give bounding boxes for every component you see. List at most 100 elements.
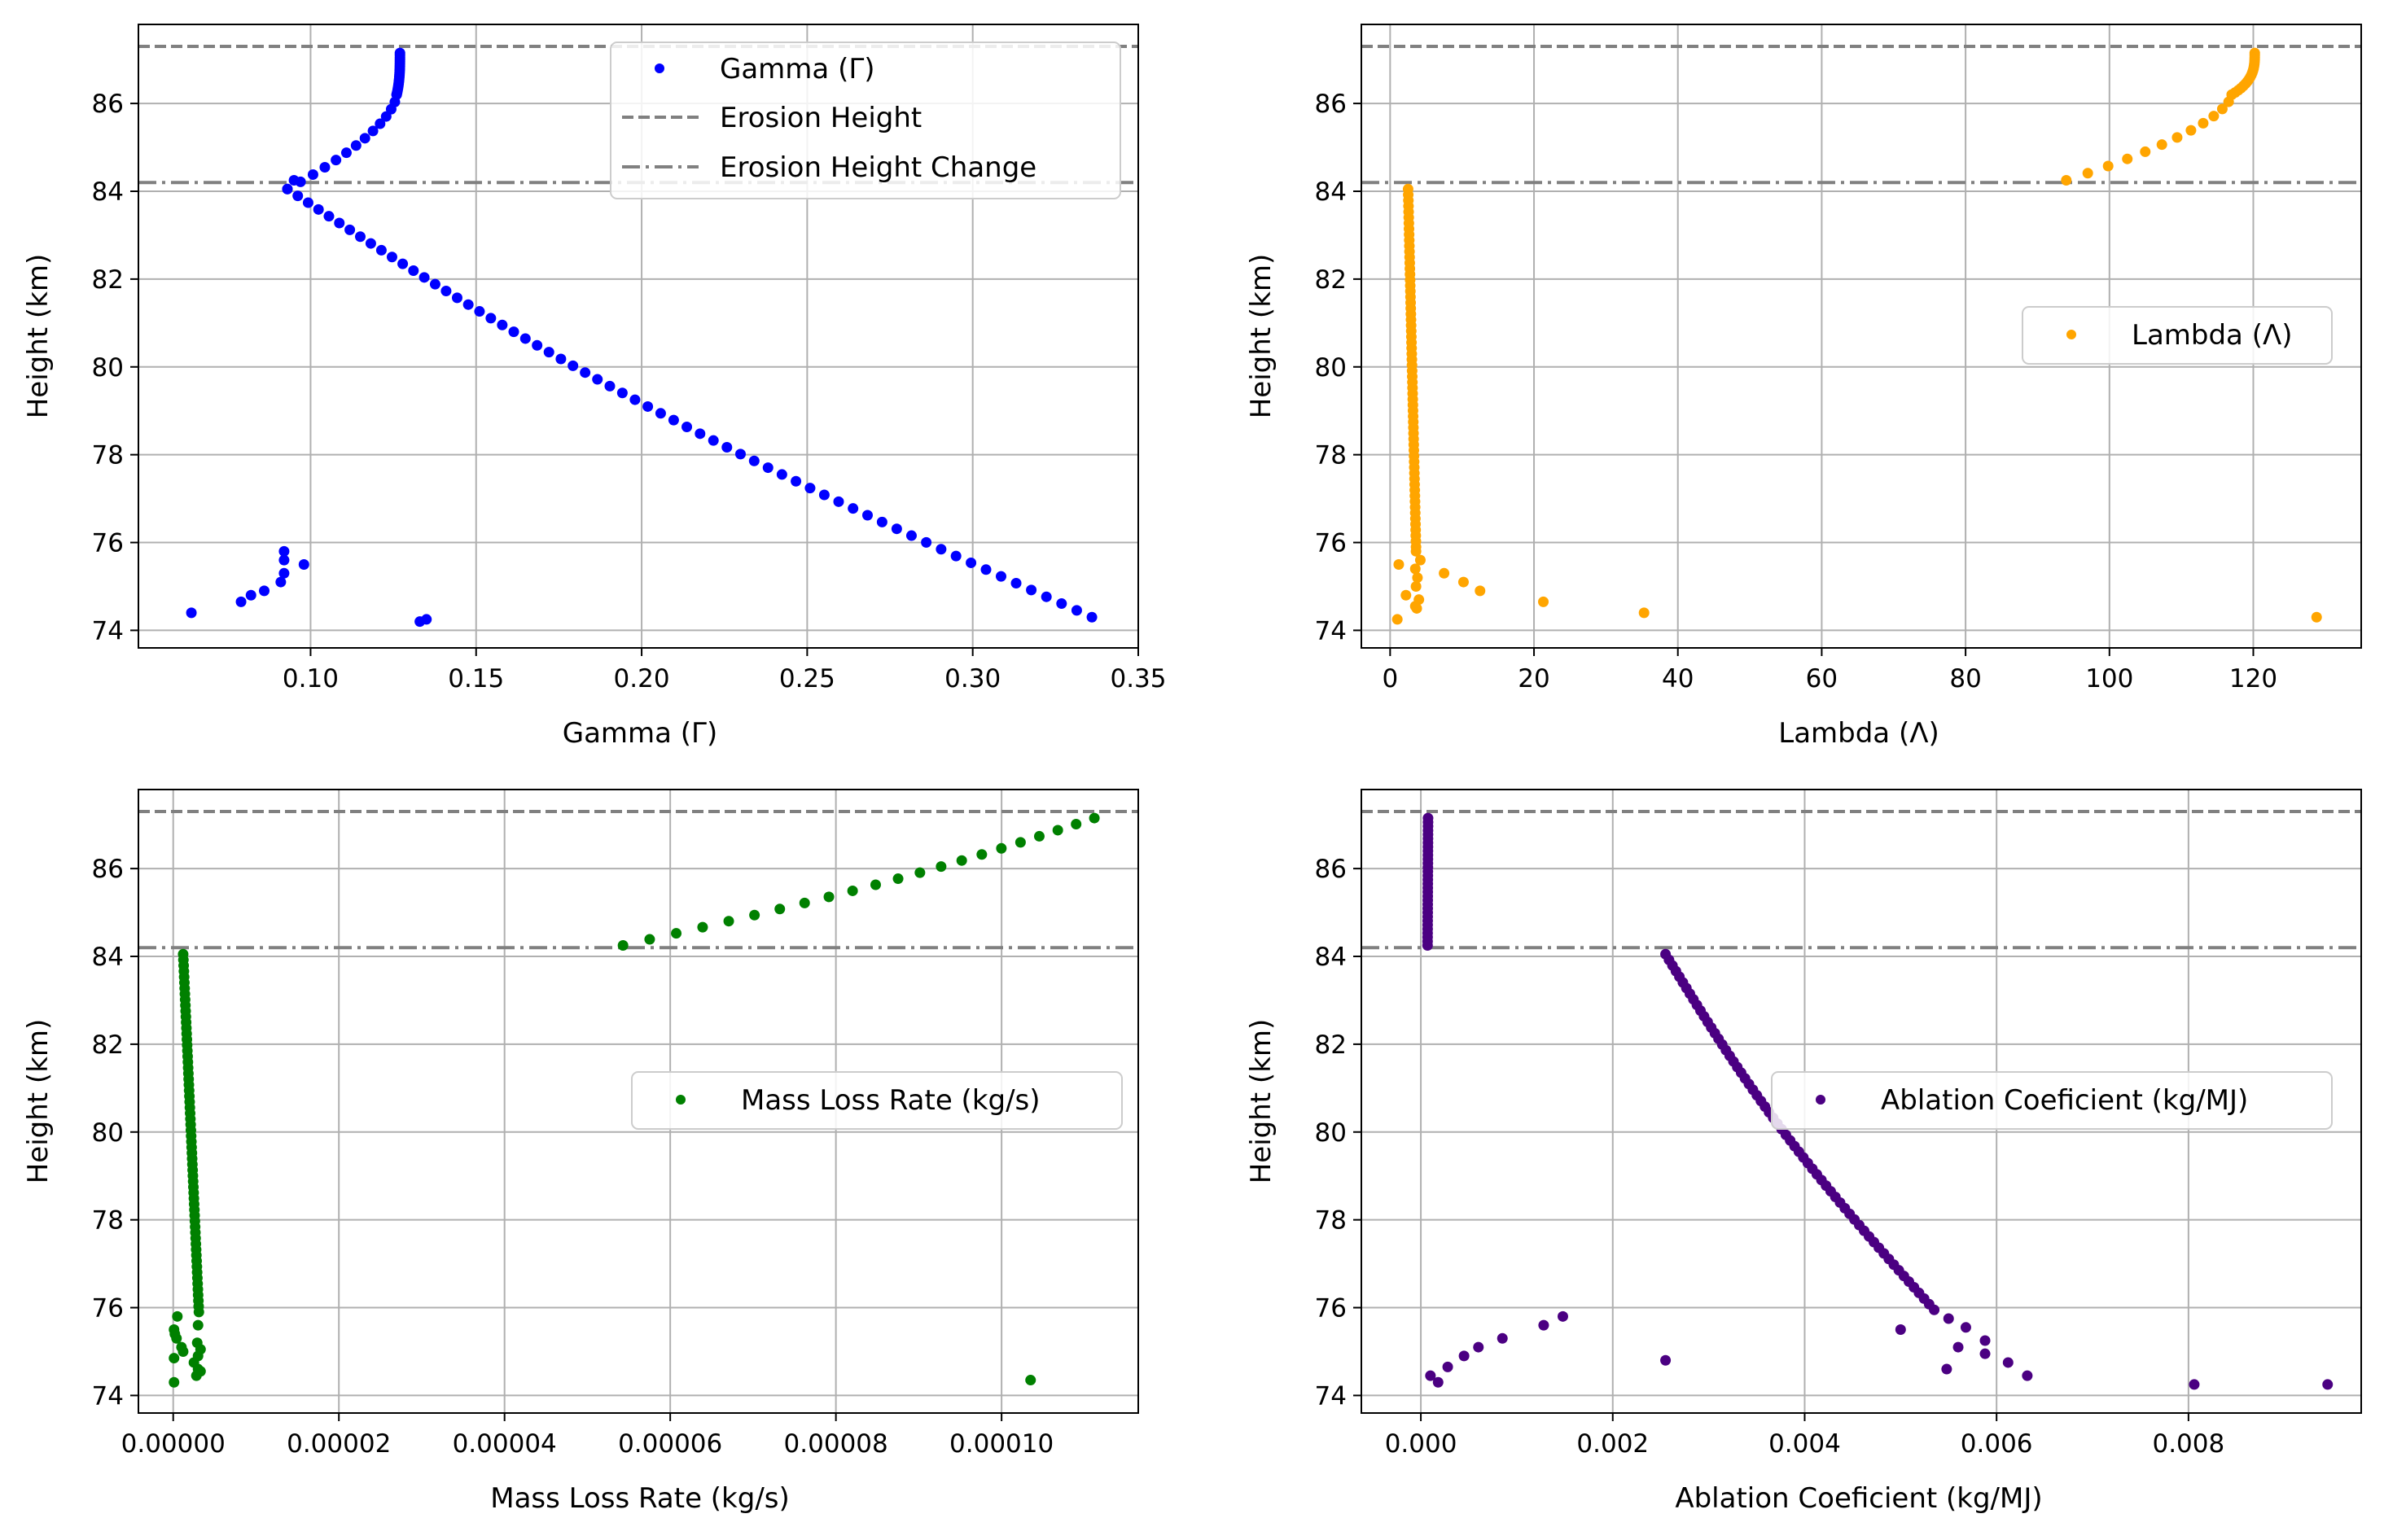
panel-gamma-data-point [721,442,733,453]
panel-gamma-data-point [440,286,452,297]
panel-gamma-data-point [532,339,543,351]
panel-lambda-data-point [2122,153,2133,164]
panel-gamma-data-point [282,183,293,195]
panel-ablation-data-point [1442,1361,1453,1372]
panel-lambda-xtick-label: 0 [1382,664,1398,693]
panel-mass-loss-rate-data-point [172,1310,183,1322]
panel-gamma-data-point [833,496,844,507]
panel-gamma-data-point [275,576,287,588]
panel-gamma-data-point [580,367,591,378]
panel-gamma-data-point [386,252,397,263]
panel-lambda-ytick-label: 82 [1315,265,1347,295]
panel-gamma-data-point [818,489,830,501]
panel-lambda: Lambda (Λ) Height (km) 0 20 40 60 80 100 120 74… [1245,24,2362,750]
panel-mass-loss-rate-data-point [847,885,858,896]
panel-gamma-data-point [921,536,932,548]
panel-gamma-data-point [629,394,641,405]
panel-lambda-data-point [1391,614,1403,625]
panel-gamma-data-point [359,133,370,144]
panel-mass-loss-rate-xtick-label: 0.00008 [784,1429,888,1459]
panel-lambda-ytick-label: 84 [1315,177,1347,207]
panel-lambda-ytick-label: 74 [1315,616,1347,645]
panel-lambda-data-point [1400,589,1412,601]
panel-gamma-xtick-label: 0.25 [779,664,835,693]
panel-gamma-data-point [950,550,962,562]
panel-gamma-data-point [408,265,419,276]
panel-gamma-data-point [323,211,335,222]
panel-mass-loss-rate-ytick-label: 82 [92,1030,124,1060]
panel-mass-loss-rate-data-point [823,891,835,903]
panel-gamma-data-point [1086,611,1098,623]
panel-gamma-data-point [1056,598,1067,610]
panel-lambda-xlabel: Lambda (Λ) [1778,717,1939,750]
panel-lambda-data-point [1410,580,1422,592]
panel-ablation-data-point [1458,1350,1470,1362]
panel-gamma-data-point [776,469,787,480]
panel-mass-loss-rate-data-point [996,842,1007,854]
panel-ablation-ytick-label: 76 [1315,1294,1347,1323]
panel-lambda-xtick-label: 100 [2085,664,2133,693]
panel-gamma-data-point [876,516,887,527]
panel-gamma-ytick-label: 84 [92,177,124,207]
panel-mass-loss-rate-ytick-label: 86 [92,855,124,884]
panel-gamma-data-point [245,589,256,601]
panel-mass-loss-rate-data-point [169,1376,180,1388]
panel-lambda-data-point [2311,611,2322,623]
panel-lambda-data-point [2156,139,2167,151]
panel-ablation-data-point [1895,1324,1906,1336]
panel-ablation-data-point [1941,1363,1952,1375]
panel-gamma-data-point [462,299,474,310]
panel-lambda-ytick-label: 78 [1315,441,1347,470]
panel-gamma-data-point [298,559,309,571]
panel-ablation-xtick-label: 0.002 [1576,1429,1649,1459]
panel-mass-loss-rate-data-point [799,897,810,908]
panel-mass-loss-rate-data-point [723,916,734,927]
panel-ablation-data-point [1473,1341,1484,1353]
panel-gamma-data-point [485,313,497,324]
panel-ablation-xtick-label: 0.004 [1768,1429,1841,1459]
panel-mass-loss-rate-frame [138,789,1139,1414]
panel-gamma-data-point [668,414,679,426]
panel-gamma-data-point [905,530,917,541]
panel-mass-loss-rate-ytick-label: 76 [92,1294,124,1323]
legend-ablation: Ablation Coeficient (kg/MJ) [1771,1071,2333,1130]
panel-gamma-xtick-label: 0.20 [614,664,670,693]
panel-gamma-data-point [891,523,902,535]
panel-lambda-ytick-label: 80 [1315,353,1347,383]
panel-lambda-xtick-label: 40 [1662,664,1694,693]
panel-mass-loss-rate-data-point [192,1319,204,1331]
panel-gamma-data-point [762,462,773,474]
panel-gamma-data-point [350,140,362,151]
panel-lambda-data-point [1638,607,1650,619]
panel-mass-loss-rate-data-point [193,1306,204,1318]
panel-gamma-ylabel: Height (km) [22,254,55,419]
panel-lambda-data-point [2140,146,2151,157]
panel-mass-loss-rate-data-point [870,879,881,890]
panel-gamma-data-point [1041,591,1052,602]
legend-mass-loss-rate: Mass Loss Rate (kg/s) [631,1071,1123,1130]
panel-ablation-xtick-label: 0.006 [1961,1429,2033,1459]
panel-gamma-data-point [380,111,392,122]
panel-gamma-xtick-label: 0.35 [1110,664,1166,693]
panel-mass-loss-rate-ytick-label: 78 [92,1206,124,1236]
panel-gamma-data-point [278,554,290,566]
panel-mass-loss-rate-data-point [976,849,988,860]
panel-lambda-data-point [1409,563,1421,575]
panel-mass-loss-rate-data-point [892,873,904,885]
panel-mass-loss-rate-data-point [617,940,629,951]
panel-gamma-data-point [966,557,977,568]
panel-ablation-data-point [1943,1313,1954,1324]
panel-lambda-data-point [1538,596,1549,607]
panel-lambda-data-point [2216,103,2228,115]
panel-ablation-ytick-label: 84 [1315,943,1347,972]
legend-lambda: Lambda (Λ) [2022,306,2333,365]
panel-mass-loss-rate-data-point [171,1332,182,1344]
panel-gamma-data-point [334,217,345,229]
panel-ablation-data-point [1432,1376,1444,1388]
panel-ablation-data-point [1497,1332,1508,1344]
panel-gamma-data-point [695,428,706,440]
panel-gamma-xtick-label: 0.15 [448,664,504,693]
panel-gamma-data-point [804,483,816,494]
panel-mass-loss-rate-data-point [671,928,682,939]
